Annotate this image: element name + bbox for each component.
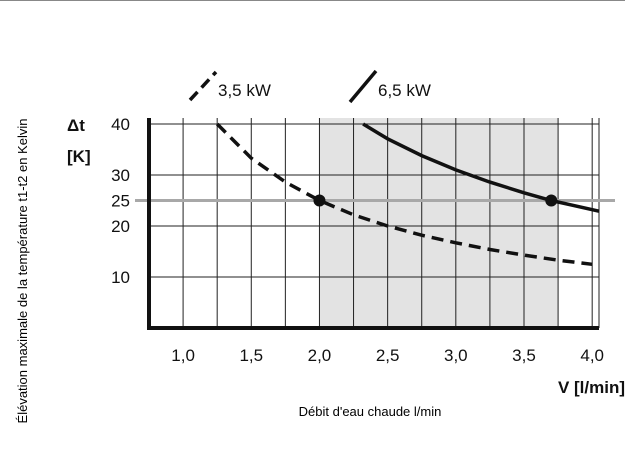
legend-label: 6,5 kW xyxy=(378,81,431,100)
x-tick-label: 3,0 xyxy=(444,346,468,365)
axis-layer xyxy=(147,118,599,330)
series-line-6-5kw xyxy=(362,122,600,213)
x-tick-label: 4,0 xyxy=(580,346,604,365)
data-point-marker xyxy=(313,194,326,207)
tick-label-layer: 1,0 1,5 2,0 2,5 3,0 3,5 4,0 10 20 25 30 40 xyxy=(111,115,604,365)
y-tick-label: 10 xyxy=(111,268,130,287)
y-unit-label-bottom: [K] xyxy=(67,147,91,166)
y-tick-label: 40 xyxy=(111,115,130,134)
x-tick-label: 1,0 xyxy=(171,346,195,365)
top-rule xyxy=(0,0,625,1)
grid-layer xyxy=(149,118,600,328)
shaded-region-layer xyxy=(319,118,559,328)
legend-swatch xyxy=(188,70,218,102)
y-unit-label-top: Δt xyxy=(67,116,85,135)
y-axis-title: Élévation maximale de la température t1-… xyxy=(15,119,30,424)
series-line-3-5kw xyxy=(215,122,593,267)
y-tick-label: 25 xyxy=(111,192,130,211)
legend-swatch xyxy=(348,69,378,104)
y-tick-label: 20 xyxy=(111,217,130,236)
series-layer xyxy=(215,122,600,267)
x-axis-title: Débit d'eau chaude l/min xyxy=(299,404,442,419)
x-tick-label: 3,5 xyxy=(512,346,536,365)
y-tick-label: 30 xyxy=(111,166,130,185)
x-unit-label: V [l/min] xyxy=(558,378,625,397)
shaded-region xyxy=(319,118,559,328)
legend-label: 3,5 kW xyxy=(218,81,271,100)
x-tick-label: 2,5 xyxy=(376,346,400,365)
x-tick-label: 2,0 xyxy=(308,346,332,365)
x-tick-label: 1,5 xyxy=(239,346,263,365)
data-point-marker xyxy=(545,194,558,207)
legend-layer: 3,5 kW 6,5 kW xyxy=(188,69,431,104)
